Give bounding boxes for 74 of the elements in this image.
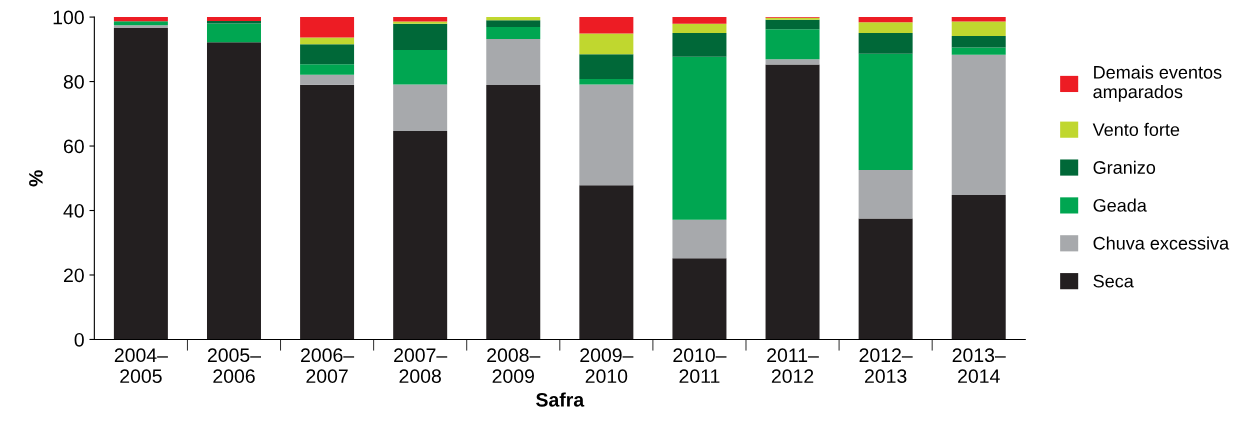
y-tick-label: 20: [63, 268, 84, 283]
x-tick-label: 2009– 2010: [580, 348, 634, 384]
bar: [486, 85, 541, 340]
x-tick-label: 2005– 2006: [207, 348, 262, 384]
bar: [579, 17, 634, 34]
bar: [579, 54, 634, 79]
bar: [951, 195, 1006, 340]
bar: [486, 17, 541, 21]
bar: [672, 32, 727, 57]
y-tick-label: 80: [63, 75, 84, 89]
bar: [765, 29, 820, 60]
bar: [486, 39, 541, 86]
bar: [951, 21, 1006, 37]
x-tick-label: 2012– 2013: [859, 348, 913, 384]
bar: [486, 27, 541, 39]
bar: [486, 20, 541, 28]
bar: [579, 84, 634, 186]
bar: [579, 33, 634, 55]
bar: [951, 17, 1006, 22]
bar: [113, 25, 168, 29]
x-tick-label: 2004– 2005: [114, 348, 168, 384]
bar: [858, 22, 913, 33]
bar: [393, 130, 448, 340]
bar: [300, 74, 355, 85]
y-tick-label: 40: [63, 203, 84, 218]
y-tick-label: 0: [74, 332, 84, 347]
bar: [672, 56, 727, 220]
bar: [951, 36, 1006, 48]
bar: [765, 19, 820, 30]
bar: [393, 49, 448, 85]
y-tick-label: 100: [53, 10, 84, 25]
legend-label: Granizo: [1093, 160, 1156, 174]
bar: [300, 44, 355, 65]
bar: [206, 23, 261, 43]
bar: [765, 59, 820, 65]
legend-label: Chuva excessiva: [1093, 236, 1230, 250]
x-tick-label: 2008– 2009: [487, 348, 541, 384]
x-axis-title: Safra: [536, 392, 585, 407]
bar: [951, 47, 1006, 55]
bar: [579, 185, 634, 340]
bar: [393, 17, 448, 22]
bar: [858, 53, 913, 170]
bar: [672, 258, 727, 340]
bar: [300, 37, 355, 45]
bar: [393, 84, 448, 131]
bar: [858, 32, 913, 54]
legend-label: Vento forte: [1092, 122, 1180, 137]
bar: [951, 54, 1006, 196]
bar: [113, 21, 168, 26]
x-tick-label: 2011– 2012: [767, 348, 819, 384]
bar: [113, 17, 168, 22]
x-tick-label: 2010– 2011: [673, 348, 727, 384]
bar: [858, 218, 913, 340]
legend-label: Geada: [1093, 198, 1147, 212]
bar: [300, 64, 355, 75]
bar: [300, 17, 355, 38]
bar: [672, 17, 727, 24]
x-tick-label: 2006– 2007: [301, 348, 355, 384]
bar: [300, 84, 355, 340]
bar: [672, 23, 727, 33]
x-tick-label: 2013– 2014: [952, 348, 1006, 384]
bar: [858, 17, 913, 23]
bar: [765, 64, 820, 340]
bar: [113, 28, 168, 340]
bar: [672, 219, 727, 259]
bar: [206, 42, 261, 340]
bar: [393, 23, 448, 50]
bar: [579, 78, 634, 85]
legend-label: Demais eventos amparados: [1093, 65, 1222, 102]
y-tick-label: 60: [63, 139, 84, 154]
bar: [858, 169, 913, 219]
legend-label: Seca: [1093, 274, 1134, 288]
x-tick-label: 2007– 2008: [394, 348, 448, 384]
y-axis-title: %: [29, 170, 43, 187]
